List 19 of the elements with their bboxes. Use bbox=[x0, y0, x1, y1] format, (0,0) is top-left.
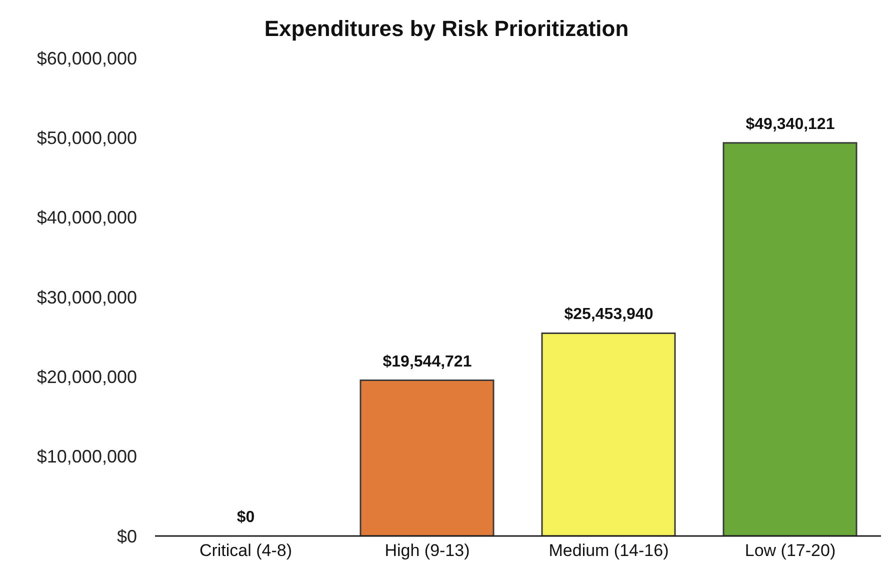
bar bbox=[360, 380, 494, 536]
y-tick-label: $0 bbox=[116, 526, 137, 546]
y-tick-label: $60,000,000 bbox=[36, 48, 137, 68]
data-label: $25,453,940 bbox=[564, 306, 654, 324]
data-label: $49,340,121 bbox=[746, 116, 835, 133]
y-tick-label: $50,000,000 bbox=[36, 128, 137, 148]
data-label: $0 bbox=[236, 509, 255, 526]
x-tick-label: Low (17-20) bbox=[744, 541, 836, 560]
x-tick-label: Critical (4-8) bbox=[199, 541, 292, 560]
x-tick-label: High (9-13) bbox=[384, 541, 470, 560]
y-tick-label: $30,000,000 bbox=[36, 287, 137, 308]
x-tick-label: Medium (14-16) bbox=[548, 541, 669, 560]
y-tick-label: $40,000,000 bbox=[36, 208, 137, 228]
bar bbox=[541, 332, 676, 536]
bar bbox=[722, 142, 858, 536]
data-label: $19,544,721 bbox=[382, 353, 472, 370]
chart-title: Expenditures by Risk Prioritization bbox=[263, 16, 630, 42]
y-tick-label: $20,000,000 bbox=[36, 367, 137, 388]
y-tick-label: $10,000,000 bbox=[36, 446, 137, 467]
